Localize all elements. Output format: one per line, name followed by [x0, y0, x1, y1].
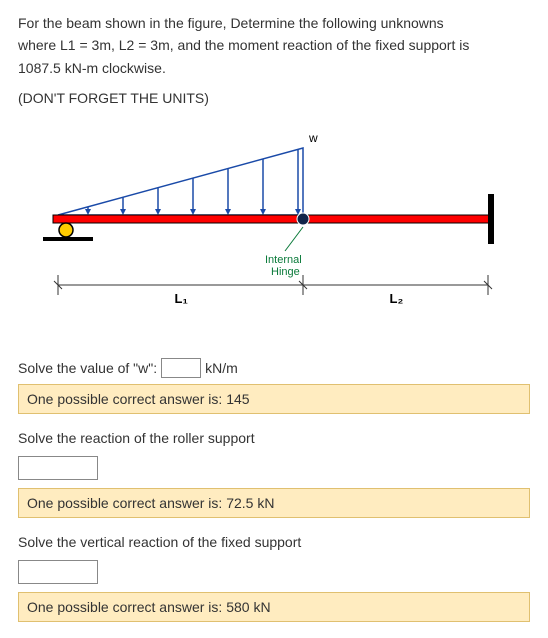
svg-text:L₁: L₁: [175, 291, 188, 306]
problem-line-2: where L1 = 3m, L2 = 3m, and the moment r…: [18, 34, 530, 56]
question-2-prompt: Solve the reaction of the roller support: [18, 430, 530, 446]
problem-line-3: 1087.5 kN-m clockwise.: [18, 57, 530, 79]
problem-statement: For the beam shown in the figure, Determ…: [18, 12, 530, 110]
question-3-answer: One possible correct answer is: 580 kN: [18, 592, 530, 622]
question-2-answer: One possible correct answer is: 72.5 kN: [18, 488, 530, 518]
roller-reaction-input[interactable]: [18, 456, 98, 480]
question-1-row: Solve the value of "w": kN/m: [18, 358, 530, 378]
w-value-input[interactable]: [161, 358, 201, 378]
svg-text:Hinge: Hinge: [271, 266, 300, 278]
svg-text:Internal: Internal: [265, 254, 302, 266]
beam-svg: w InternalHinge L₁ L₂: [18, 120, 528, 320]
question-1-answer: One possible correct answer is: 145: [18, 384, 530, 414]
fixed-reaction-input[interactable]: [18, 560, 98, 584]
question-1-prompt: Solve the value of "w":: [18, 360, 157, 376]
svg-text:L₂: L₂: [390, 291, 404, 306]
beam-figure: w InternalHinge L₁ L₂: [18, 120, 530, 340]
problem-line-4: (DON'T FORGET THE UNITS): [18, 87, 530, 109]
question-1-unit: kN/m: [205, 360, 238, 376]
problem-line-1: For the beam shown in the figure, Determ…: [18, 12, 530, 34]
question-3-prompt: Solve the vertical reaction of the fixed…: [18, 534, 530, 550]
svg-text:w: w: [308, 131, 318, 145]
